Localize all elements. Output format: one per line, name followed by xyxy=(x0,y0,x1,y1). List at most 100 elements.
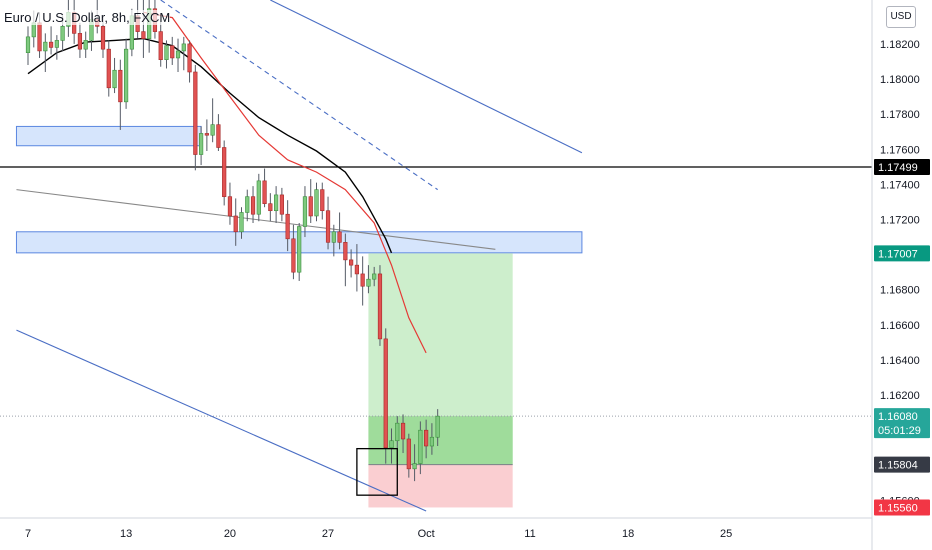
candle-body xyxy=(77,33,83,50)
candle-body xyxy=(291,238,296,273)
candle-body xyxy=(43,41,48,52)
x-tick-label: 7 xyxy=(25,528,31,540)
candle-body xyxy=(222,147,227,197)
candle-body xyxy=(372,273,377,280)
candle-body xyxy=(193,71,198,155)
channel-top xyxy=(270,0,583,154)
candle-body xyxy=(308,196,313,217)
position-profit-zone xyxy=(368,416,513,465)
candle-body xyxy=(216,124,221,148)
candle-body xyxy=(199,133,204,155)
candle-body xyxy=(424,429,429,447)
candle-body xyxy=(175,50,181,59)
y-tick-label: 1.17800 xyxy=(880,109,920,121)
y-tick-label: 1.16600 xyxy=(880,320,920,332)
candle-body xyxy=(377,273,383,340)
candle-body xyxy=(285,213,290,240)
candle-body xyxy=(25,36,31,53)
candle-body xyxy=(170,45,175,59)
candle-body xyxy=(164,45,169,61)
channel-bottom xyxy=(16,329,427,512)
ma-slow-line xyxy=(27,37,393,254)
candle-body xyxy=(245,196,250,213)
candle-body xyxy=(349,259,354,266)
candle-body xyxy=(418,429,423,464)
candle-body xyxy=(250,196,256,215)
candle-body xyxy=(158,31,163,61)
y-tick-label: 1.16400 xyxy=(880,355,920,367)
candle-body xyxy=(337,231,342,243)
candle-body xyxy=(112,69,117,89)
y-tick-label: 1.18200 xyxy=(880,39,920,51)
y-tick-label: 1.17200 xyxy=(880,214,920,226)
price-badge-label: 1.15560 xyxy=(878,502,918,514)
price-badge xyxy=(874,408,930,439)
x-tick-label: 11 xyxy=(524,528,535,540)
dashed-line xyxy=(160,0,438,191)
candle-body xyxy=(354,264,359,275)
x-tick-label: 20 xyxy=(224,528,236,540)
position-stop-zone xyxy=(368,464,513,508)
candle-body xyxy=(343,242,348,261)
candle-body xyxy=(314,189,319,217)
candle-body xyxy=(262,180,267,204)
candle-body xyxy=(256,180,261,215)
upper-zone xyxy=(15,125,202,147)
candle-body xyxy=(389,440,394,449)
price-badge xyxy=(874,456,930,473)
candle-body xyxy=(297,226,302,273)
x-tick-label: Oct xyxy=(418,528,435,540)
candle-body xyxy=(268,203,273,212)
candle-body xyxy=(233,215,238,233)
price-badge-countdown: 05:01:29 xyxy=(878,425,921,437)
candle-body xyxy=(400,422,406,440)
candle-body xyxy=(60,26,65,41)
x-tick-label: 25 xyxy=(720,528,732,540)
y-tick-label: 1.16200 xyxy=(880,390,920,402)
time-axis-bg xyxy=(0,518,872,550)
candle-body xyxy=(412,463,417,470)
price-badge-label: 1.17499 xyxy=(878,162,918,174)
candle-body xyxy=(239,212,244,233)
candle-body xyxy=(320,189,325,212)
candle-body xyxy=(395,422,400,442)
candle-body xyxy=(274,194,279,212)
highlight-box xyxy=(356,447,398,496)
candle-body xyxy=(83,40,88,50)
price-badge-label: 1.15804 xyxy=(878,460,918,472)
x-tick-label: 27 xyxy=(322,528,334,540)
candle-body xyxy=(181,43,186,52)
candle-body xyxy=(366,278,371,287)
y-tick-label: 1.16800 xyxy=(880,285,920,297)
candle-body xyxy=(37,22,42,52)
candle-body xyxy=(435,415,440,438)
candle-body xyxy=(360,273,365,287)
y-tick-label: 1.17600 xyxy=(880,144,920,156)
candle-body xyxy=(187,43,192,73)
candle-body xyxy=(383,338,388,449)
currency-button[interactable]: USD xyxy=(886,6,916,28)
price-badge xyxy=(874,245,930,262)
x-tick-label: 13 xyxy=(120,528,132,540)
candle-body xyxy=(429,436,435,447)
ma-fast-line xyxy=(143,11,427,354)
candle-body xyxy=(204,133,209,136)
candle-body xyxy=(331,231,336,243)
candle-body xyxy=(106,48,111,89)
chart-title: Euro / U.S. Dollar, 8h, FXCM xyxy=(4,10,171,25)
candle-body xyxy=(325,210,331,243)
x-tick-label: 18 xyxy=(622,528,634,540)
candle-body xyxy=(48,41,54,48)
candle-body xyxy=(406,438,411,470)
candle-body xyxy=(54,40,59,48)
candle-body xyxy=(279,194,284,215)
y-tick-label: 1.18000 xyxy=(880,74,920,86)
y-tick-label: 1.17400 xyxy=(880,179,920,191)
price-badge-label: 1.17007 xyxy=(878,248,918,260)
price-badge xyxy=(874,158,930,175)
gray-line xyxy=(16,189,496,250)
price-badge-label: 1.16080 xyxy=(878,411,918,423)
candle-body xyxy=(210,124,215,136)
